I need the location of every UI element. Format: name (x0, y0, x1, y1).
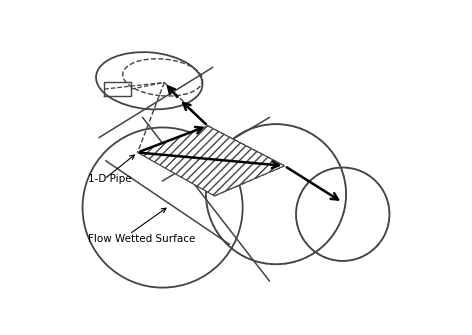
Text: 1-D Pipe: 1-D Pipe (87, 174, 131, 184)
Text: Flow Wetted Surface: Flow Wetted Surface (87, 234, 195, 244)
Polygon shape (137, 126, 284, 196)
